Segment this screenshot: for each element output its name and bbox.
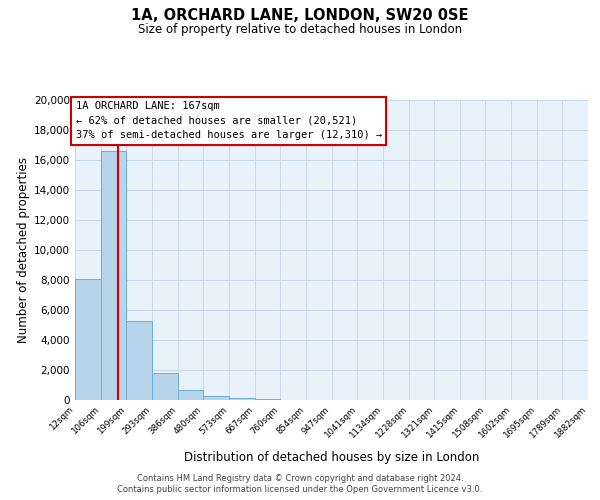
Bar	[127, 320, 152, 400]
Text: 1A ORCHARD LANE: 167sqm
← 62% of detached houses are smaller (20,521)
37% of sem: 1A ORCHARD LANE: 167sqm ← 62% of detache…	[76, 101, 382, 140]
Text: 1A, ORCHARD LANE, LONDON, SW20 0SE: 1A, ORCHARD LANE, LONDON, SW20 0SE	[131, 8, 469, 22]
Bar	[75, 278, 101, 400]
Y-axis label: Number of detached properties: Number of detached properties	[17, 157, 30, 343]
Bar	[254, 398, 280, 400]
Bar	[229, 398, 254, 400]
Bar	[178, 390, 203, 400]
Text: Size of property relative to detached houses in London: Size of property relative to detached ho…	[138, 22, 462, 36]
Text: Contains HM Land Registry data © Crown copyright and database right 2024.: Contains HM Land Registry data © Crown c…	[137, 474, 463, 483]
Bar	[101, 151, 127, 400]
Bar	[152, 373, 178, 400]
Text: Contains public sector information licensed under the Open Government Licence v3: Contains public sector information licen…	[118, 485, 482, 494]
Bar	[203, 396, 229, 400]
X-axis label: Distribution of detached houses by size in London: Distribution of detached houses by size …	[184, 451, 479, 464]
